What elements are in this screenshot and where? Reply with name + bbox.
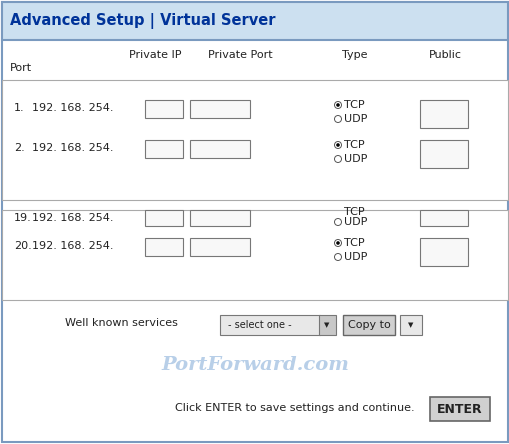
Text: 192. 168. 254.: 192. 168. 254. (32, 103, 114, 113)
Circle shape (334, 218, 341, 226)
Bar (145, 100, 183, 118)
Circle shape (334, 115, 341, 123)
Text: 1.: 1. (14, 103, 24, 113)
Text: UDP: UDP (344, 252, 366, 262)
Circle shape (334, 155, 341, 163)
Bar (145, 140, 183, 158)
Bar (145, 238, 183, 256)
Text: 2.: 2. (14, 143, 25, 153)
Bar (190, 210, 249, 226)
Text: TCP: TCP (344, 207, 364, 217)
Text: Type: Type (342, 50, 367, 60)
Bar (399, 315, 421, 335)
Bar (419, 140, 467, 168)
Text: Well known services: Well known services (65, 318, 178, 328)
Bar (145, 210, 183, 226)
Text: TCP: TCP (344, 140, 364, 150)
Bar (190, 140, 249, 158)
Text: UDP: UDP (344, 217, 366, 227)
Text: Click ENTER to save settings and continue.: Click ENTER to save settings and continu… (175, 403, 414, 413)
Text: Private IP: Private IP (128, 50, 181, 60)
Text: 192. 168. 254.: 192. 168. 254. (32, 241, 114, 251)
Bar (190, 100, 249, 118)
Text: 192. 168. 254.: 192. 168. 254. (32, 143, 114, 153)
Circle shape (335, 241, 339, 245)
Circle shape (334, 254, 341, 261)
Bar (429, 397, 489, 421)
Text: TCP: TCP (344, 238, 364, 248)
Circle shape (334, 239, 341, 246)
Bar (219, 315, 319, 335)
Text: - select one -: - select one - (228, 320, 291, 330)
Text: ▼: ▼ (324, 322, 329, 328)
Text: Private Port: Private Port (207, 50, 272, 60)
Text: UDP: UDP (344, 114, 366, 124)
Text: Port: Port (10, 63, 32, 73)
Text: Public: Public (428, 50, 461, 60)
Bar (190, 238, 249, 256)
Bar (419, 210, 467, 226)
Text: ▼: ▼ (408, 322, 413, 328)
Text: Advanced Setup | Virtual Server: Advanced Setup | Virtual Server (10, 13, 275, 29)
Bar (2, 210, 507, 300)
Bar (318, 315, 335, 335)
Bar (419, 238, 467, 266)
Text: UDP: UDP (344, 154, 366, 164)
Text: PortForward.com: PortForward.com (161, 356, 348, 374)
Text: 192. 168. 254.: 192. 168. 254. (32, 213, 114, 223)
Circle shape (335, 103, 339, 107)
Circle shape (334, 102, 341, 108)
Bar (2, 80, 507, 200)
Text: 20.: 20. (14, 241, 32, 251)
Bar (343, 315, 394, 335)
Bar (2, 2, 507, 40)
Circle shape (335, 143, 339, 147)
Bar (419, 100, 467, 128)
Text: TCP: TCP (344, 100, 364, 110)
Text: 19.: 19. (14, 213, 32, 223)
Text: ENTER: ENTER (436, 403, 482, 416)
Text: Copy to: Copy to (347, 320, 389, 330)
Circle shape (334, 142, 341, 148)
